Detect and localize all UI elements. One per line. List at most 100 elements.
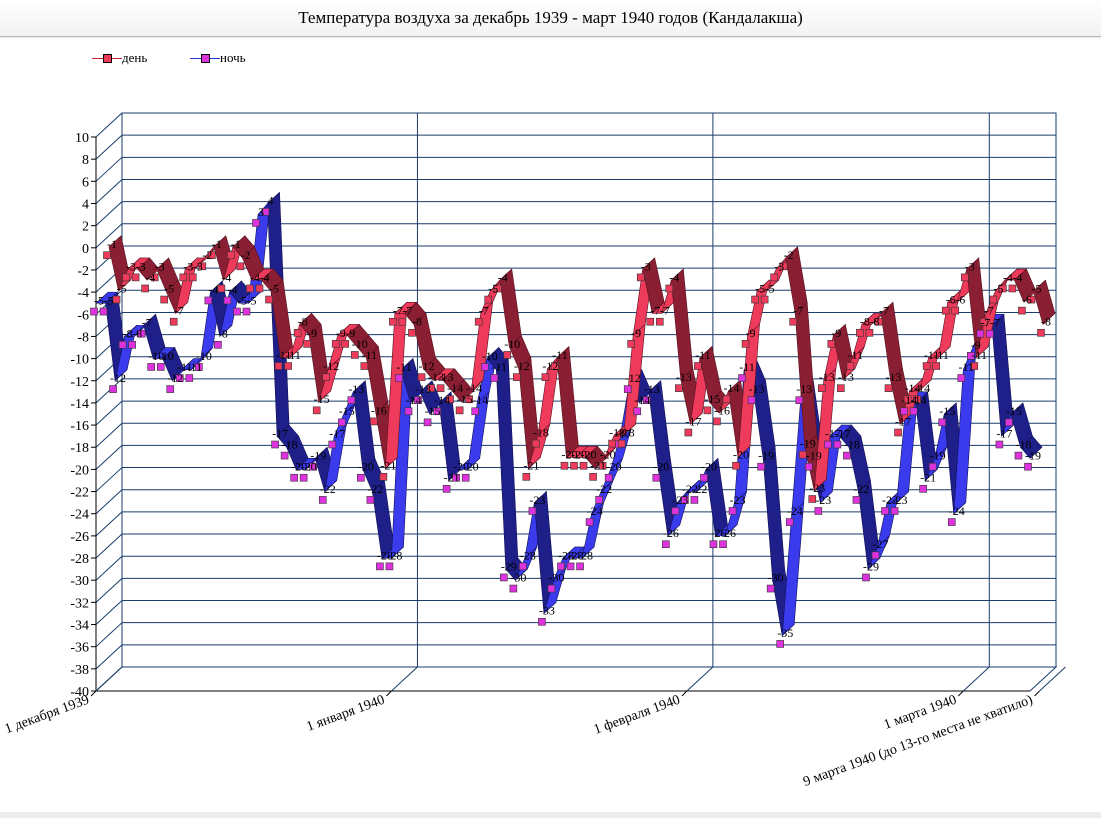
marker-day: [789, 317, 798, 326]
marker-night: [204, 296, 213, 305]
data-label-day: -20: [581, 448, 597, 462]
marker-day: [970, 362, 979, 370]
marker-day: [894, 428, 902, 437]
data-label-day: -11: [848, 348, 864, 362]
data-label-day: -13: [819, 370, 835, 384]
data-label-night: -8: [218, 327, 228, 341]
marker-night: [357, 473, 365, 482]
marker-night: [776, 640, 785, 648]
data-label-night: -22: [691, 482, 707, 496]
marker-day: [913, 395, 921, 404]
marker-day: [398, 317, 407, 326]
marker-night: [414, 396, 422, 404]
left-wall-gridline: [95, 179, 123, 204]
data-label-day: -2: [240, 248, 250, 262]
marker-day: [141, 284, 149, 293]
marker-day: [169, 317, 178, 326]
marker-night: [156, 363, 165, 371]
data-label-day: -7: [879, 304, 889, 318]
data-label-night: -20: [653, 460, 669, 474]
data-label-day: -7: [479, 304, 489, 318]
marker-night: [642, 396, 651, 404]
data-label-night: -12: [625, 371, 641, 385]
data-label-night: -24: [949, 504, 965, 518]
y-tick-label: -26: [70, 530, 89, 545]
data-label-night: -17: [834, 426, 850, 440]
data-label-day: -1: [107, 237, 117, 251]
data-label-night: -15: [425, 404, 441, 418]
marker-day: [579, 461, 588, 470]
marker-night: [967, 352, 975, 360]
marker-night: [595, 496, 603, 504]
marker-day: [303, 340, 311, 348]
left-wall-gridline: [95, 400, 123, 426]
marker-day: [837, 384, 845, 392]
data-label-night: -13: [796, 382, 812, 396]
data-label-day: -5: [755, 281, 765, 295]
marker-day: [932, 362, 940, 370]
data-label-day: -5: [993, 281, 1003, 295]
data-label-night: -22: [367, 482, 383, 496]
data-label-night: -14: [472, 393, 488, 407]
marker-night: [290, 473, 298, 482]
marker-day: [732, 461, 740, 470]
data-label-night: -10: [148, 349, 164, 363]
marker-night: [404, 407, 413, 416]
marker-day: [922, 362, 931, 370]
marker-night: [785, 518, 794, 526]
marker-night: [261, 208, 270, 216]
data-label-day: -11: [933, 348, 949, 362]
data-label-night: -26: [720, 526, 736, 540]
marker-day: [198, 262, 207, 271]
data-label-night: -13: [348, 382, 364, 396]
data-label-day: -4: [1012, 270, 1022, 284]
data-label-day: -4: [1003, 270, 1013, 284]
y-tick-label: -28: [70, 552, 89, 567]
data-label-night: -23: [672, 493, 688, 507]
data-labels: -5 -5-12-8 -8-7-10-10-12-11-11-10-4-8-4-5-…: [94, 194, 1051, 640]
data-label-night: -18: [844, 437, 860, 451]
floor-tick: [962, 666, 990, 692]
marker-day: [265, 295, 273, 304]
marker-day: [1018, 306, 1026, 315]
data-label-night: -29: [501, 559, 517, 573]
marker-day: [617, 439, 626, 448]
floor-tick: [391, 666, 418, 692]
data-label-day: -17: [685, 414, 701, 428]
marker-night: [585, 518, 594, 526]
data-label-day: -4: [145, 270, 155, 284]
data-label-night: -17: [329, 426, 345, 440]
data-label-night: -9: [971, 338, 981, 352]
left-wall-gridline: [95, 223, 123, 249]
left-wall-gridline: [95, 156, 123, 182]
marker-night: [318, 496, 327, 504]
data-label-day: -5: [164, 281, 174, 295]
data-label-day: -20: [561, 448, 577, 462]
data-label-day: -18: [533, 425, 549, 439]
data-label-night: -5: [104, 293, 114, 307]
data-label-night: -7: [980, 316, 990, 330]
data-label-day: -6: [1022, 293, 1032, 307]
data-label-night: -29: [863, 559, 879, 573]
data-label-day: -13: [676, 370, 692, 384]
marker-day: [655, 317, 664, 326]
data-label-day: -9: [631, 326, 641, 340]
floor-tick: [686, 666, 714, 692]
marker-night: [137, 329, 146, 338]
marker-day: [284, 362, 292, 370]
marker-night: [471, 407, 480, 416]
data-label-night: -20: [301, 460, 317, 474]
left-wall-gridline: [95, 511, 123, 537]
data-label-night: -23: [730, 493, 746, 507]
data-label-day: -6: [946, 293, 956, 307]
data-label-day: -18: [609, 425, 625, 439]
marker-night: [528, 507, 537, 515]
bottom-strip: [0, 812, 1101, 818]
marker-night: [366, 496, 375, 504]
data-label-day: -14: [723, 381, 739, 395]
data-label-night: -28: [558, 548, 574, 562]
data-label-day: -11: [276, 348, 292, 362]
marker-day: [160, 295, 168, 304]
marker-day: [646, 317, 655, 326]
data-label-day: -15: [704, 392, 720, 406]
